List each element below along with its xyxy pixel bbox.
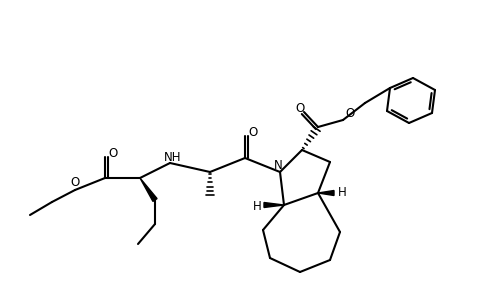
Text: N: N <box>273 158 282 171</box>
Text: H: H <box>338 186 346 199</box>
Text: NH: NH <box>164 150 182 163</box>
Text: H: H <box>253 200 261 213</box>
Polygon shape <box>140 178 157 201</box>
Text: O: O <box>345 107 355 120</box>
Text: O: O <box>295 102 305 115</box>
Text: O: O <box>248 126 258 139</box>
Polygon shape <box>318 191 334 195</box>
Text: O: O <box>108 147 118 160</box>
Polygon shape <box>264 202 284 207</box>
Text: O: O <box>71 176 80 189</box>
